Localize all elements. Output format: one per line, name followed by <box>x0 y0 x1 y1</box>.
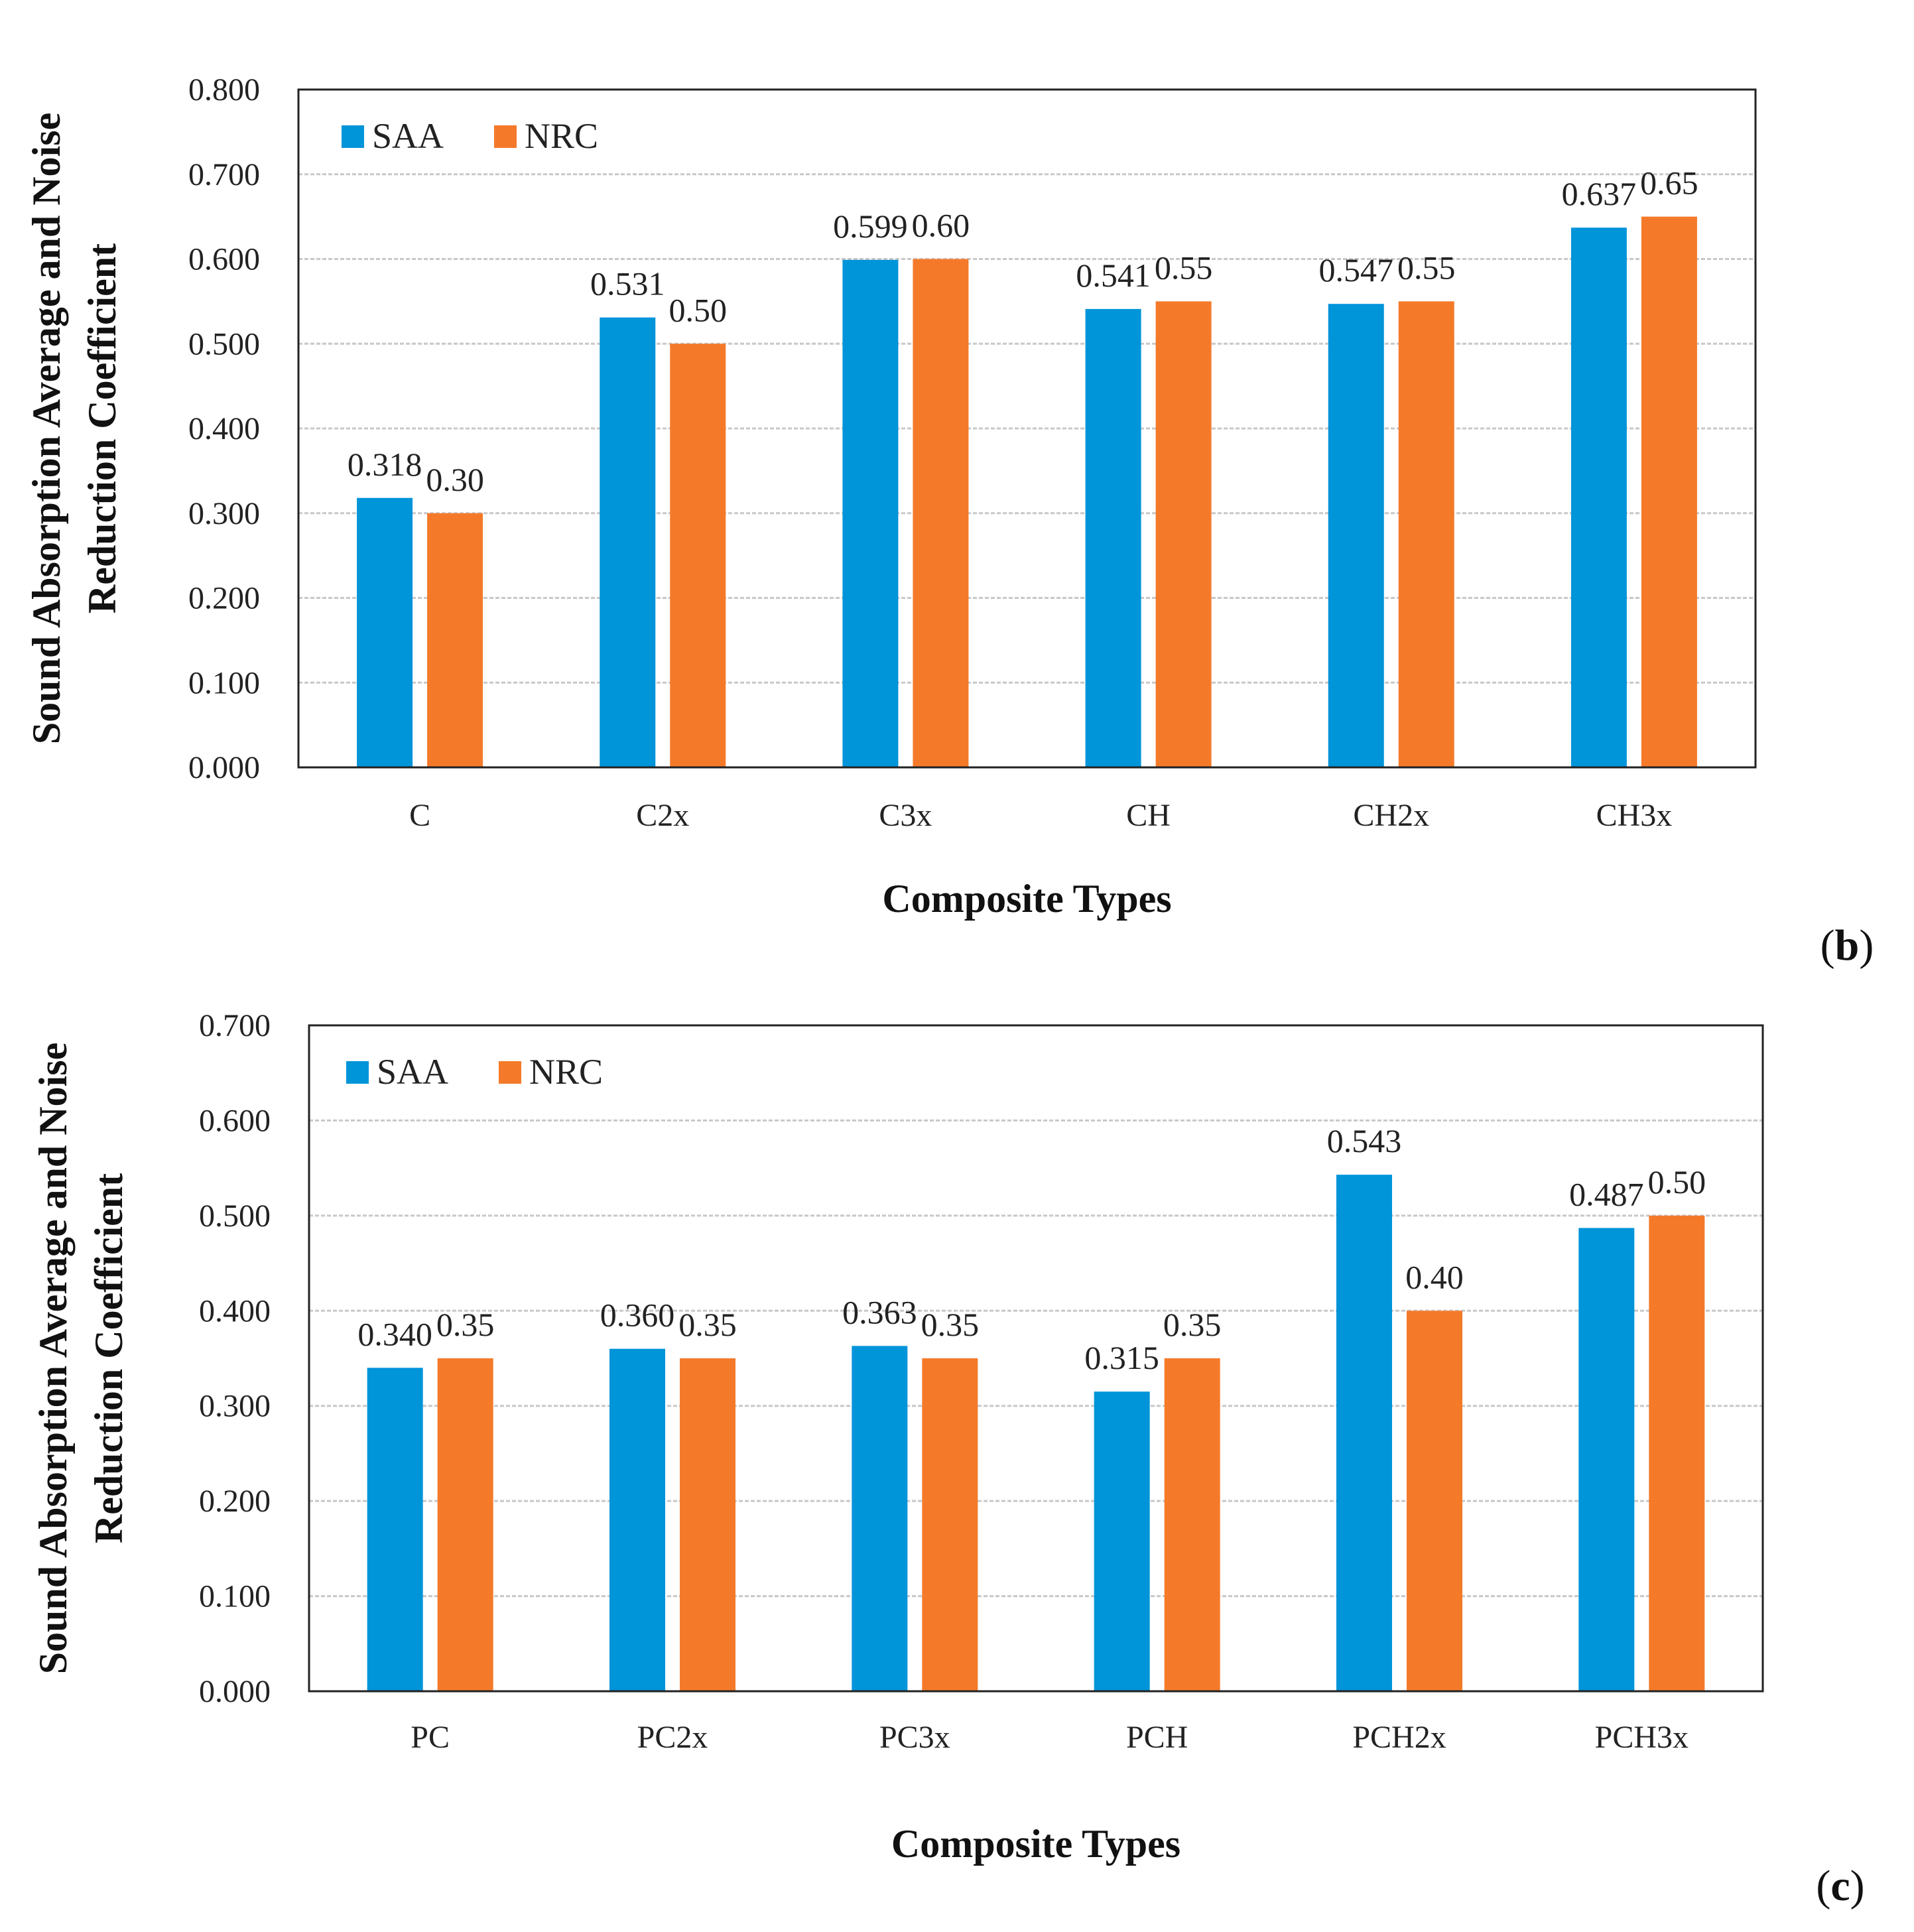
plot-frame <box>308 1024 1764 1693</box>
y-tick-label: 0.300 <box>188 496 260 531</box>
legend-swatch-nrc <box>499 1061 521 1084</box>
data-label: 0.340 <box>357 1315 432 1352</box>
bar-saa-ch2x <box>1328 304 1384 767</box>
data-label: 0.60 <box>912 207 970 244</box>
data-label: 0.55 <box>1397 249 1456 286</box>
panel-label: (b) <box>1820 921 1874 970</box>
bar-nrc-ch2x <box>1398 301 1454 767</box>
x-tick-label: CH2x <box>1353 798 1429 833</box>
legend-swatch-saa <box>342 125 364 148</box>
bar-saa-ch <box>1085 308 1141 767</box>
y-tick-label: 0.600 <box>199 1103 271 1138</box>
data-label: 0.40 <box>1405 1258 1464 1295</box>
x-axis-title: Composite Types <box>891 1822 1180 1866</box>
data-label: 0.318 <box>348 446 422 483</box>
legend-label-saa: SAA <box>377 1052 448 1092</box>
chart-panel-c: 0.000 0.100 0.200 0.300 0.400 0.500 0.600 0.700… <box>31 1008 1865 1910</box>
x-tick-label: PC3x <box>879 1720 950 1755</box>
data-label: 0.360 <box>600 1297 675 1334</box>
y-tick-label: 0.200 <box>188 581 260 616</box>
data-label: 0.487 <box>1569 1176 1644 1213</box>
bar-saa-c <box>357 497 413 767</box>
legend-swatch-nrc <box>494 125 517 148</box>
bar-nrc-c3x <box>913 259 969 767</box>
data-label: 0.35 <box>436 1306 495 1343</box>
data-label: 0.315 <box>1084 1339 1159 1376</box>
bar-nrc-pc2x <box>680 1358 735 1691</box>
data-label: 0.65 <box>1640 164 1698 202</box>
legend-label-saa: SAA <box>372 116 444 156</box>
x-tick-label: PC <box>411 1720 450 1755</box>
bar-saa-pch3x <box>1578 1228 1635 1691</box>
data-label: 0.541 <box>1076 257 1151 294</box>
data-label: 0.363 <box>842 1293 917 1330</box>
bar-nrc-pc <box>437 1358 493 1691</box>
y-tick-label: 0.200 <box>199 1484 271 1519</box>
data-label: 0.547 <box>1319 251 1394 289</box>
y-tick-label: 0.700 <box>199 1008 271 1043</box>
y-tick-label: 0.100 <box>199 1579 271 1614</box>
y-tick-label: 0.400 <box>188 411 260 446</box>
y-tick-label: 0.400 <box>199 1293 271 1328</box>
bar-nrc-pch3x <box>1649 1215 1705 1691</box>
y-tick-label: 0.500 <box>199 1198 271 1234</box>
bar-saa-ch3x <box>1570 227 1627 767</box>
data-label: 0.50 <box>1648 1163 1706 1200</box>
bar-nrc-pch2x <box>1407 1311 1462 1691</box>
bar-nrc-ch <box>1155 301 1212 767</box>
x-tick-label: C2x <box>636 798 689 833</box>
legend-label-nrc: NRC <box>525 116 598 156</box>
x-tick-label: PCH2x <box>1352 1720 1446 1755</box>
y-tick-label: 0.100 <box>188 665 260 700</box>
panel-label: (c) <box>1816 1862 1864 1910</box>
data-label: 0.35 <box>1163 1306 1222 1343</box>
bar-nrc-c <box>427 513 483 767</box>
bar-nrc-pc3x <box>922 1358 978 1691</box>
x-tick-label: C <box>409 798 430 833</box>
x-tick-label: C3x <box>879 798 932 833</box>
y-tick-label: 0.600 <box>188 242 260 277</box>
bar-saa-pch <box>1094 1391 1150 1691</box>
bar-nrc-ch3x <box>1641 216 1697 767</box>
y-tick-label: 0.000 <box>188 750 260 785</box>
bar-saa-pc <box>367 1368 423 1691</box>
y-tick-label: 0.000 <box>199 1674 271 1709</box>
bar-saa-pc3x <box>852 1346 908 1691</box>
y-axis-title: Sound Absorption Average and Noise Reduct… <box>25 113 124 744</box>
y-tick-label: 0.300 <box>199 1389 271 1424</box>
legend-swatch-saa <box>346 1061 369 1084</box>
data-label: 0.531 <box>590 265 665 302</box>
y-tick-label: 0.700 <box>188 157 260 192</box>
bar-nrc-pch <box>1164 1358 1220 1691</box>
legend-label-nrc: NRC <box>529 1052 603 1092</box>
data-label: 0.35 <box>921 1306 980 1343</box>
x-axis-title: Composite Types <box>882 877 1171 921</box>
y-tick-label: 0.800 <box>188 72 260 107</box>
x-tick-label: PCH3x <box>1595 1720 1689 1755</box>
bar-saa-pch2x <box>1336 1175 1392 1691</box>
chart-panel-b: 0.000 0.100 0.200 0.300 0.400 0.500 0.600 0.700… <box>25 72 1874 970</box>
data-label: 0.50 <box>669 291 728 328</box>
plot-frame <box>297 88 1757 769</box>
bar-saa-c3x <box>842 259 899 768</box>
bar-nrc-c2x <box>670 344 726 767</box>
bar-saa-c2x <box>600 317 656 768</box>
data-label: 0.637 <box>1562 175 1637 212</box>
x-tick-label: CH3x <box>1596 798 1673 833</box>
x-tick-label: PCH <box>1126 1720 1188 1755</box>
data-label: 0.543 <box>1327 1122 1402 1159</box>
data-label: 0.599 <box>833 208 908 245</box>
x-tick-label: CH <box>1126 798 1171 833</box>
x-tick-label: PC2x <box>637 1720 708 1755</box>
y-axis-title: Sound Absorption Average and Noise Reduct… <box>31 1043 131 1674</box>
data-label: 0.30 <box>426 461 484 498</box>
data-label: 0.55 <box>1155 249 1213 286</box>
bar-saa-pc2x <box>609 1348 665 1691</box>
data-label: 0.35 <box>678 1306 737 1343</box>
y-tick-label: 0.500 <box>188 326 260 361</box>
